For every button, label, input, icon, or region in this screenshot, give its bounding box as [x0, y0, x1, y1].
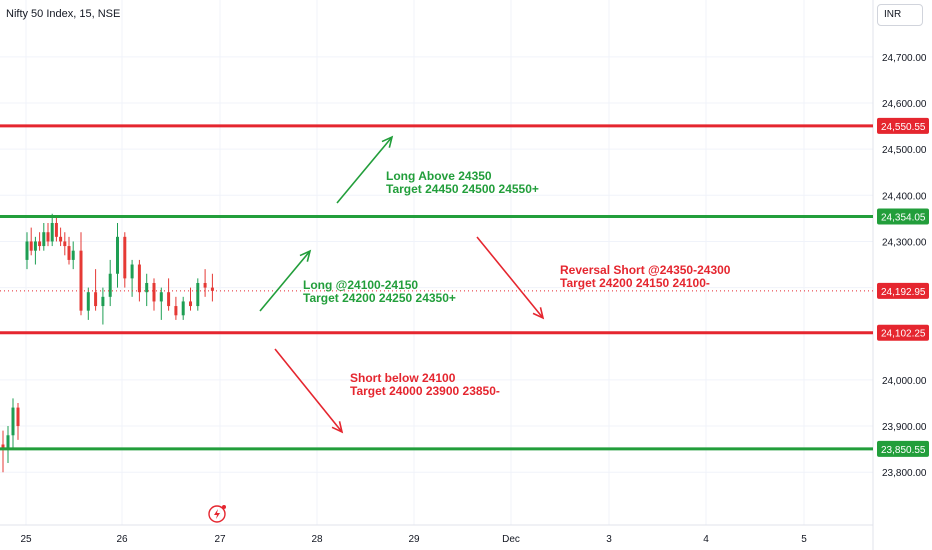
annotation-line1: Short below 24100 — [350, 371, 456, 385]
candle-body — [203, 282, 207, 288]
y-tick-label: 24,600.00 — [882, 99, 927, 110]
y-tick-label: 24,400.00 — [882, 191, 927, 202]
level-price-tag — [877, 117, 929, 134]
annotation-line1: Long Above 24350 — [386, 169, 492, 183]
candle-body — [86, 292, 90, 311]
candle-body — [79, 250, 83, 311]
currency-selector[interactable]: INR — [877, 4, 923, 26]
candle-body — [67, 246, 71, 260]
x-tick-label: 3 — [606, 534, 612, 545]
candle-body — [54, 222, 58, 237]
candle-body — [59, 236, 63, 242]
level-price-label: 24,550.55 — [881, 122, 926, 133]
x-tick-label: Dec — [502, 534, 520, 545]
y-tick-label: 24,300.00 — [882, 237, 927, 248]
x-tick-label: 25 — [20, 534, 32, 545]
candle-body — [63, 241, 67, 247]
candle-body — [50, 222, 54, 242]
candle-body — [123, 236, 127, 279]
y-tick-label: 24,700.00 — [882, 53, 927, 64]
x-tick-label: 28 — [311, 534, 323, 545]
level-price-tag — [877, 440, 929, 457]
annotation-line2: Target 24450 24500 24550+ — [386, 182, 539, 196]
candle-body — [189, 301, 192, 307]
candle-body — [159, 292, 163, 302]
candle-body — [38, 241, 42, 247]
last-price-label: 24,192.95 — [881, 287, 926, 298]
x-tick-label: 5 — [801, 534, 807, 545]
candle-body — [145, 282, 149, 293]
arrows — [259, 135, 545, 434]
candle-body — [181, 301, 185, 316]
symbol-title: Nifty 50 Index, 15, NSE — [6, 8, 121, 20]
level-price-label: 24,102.25 — [881, 329, 926, 340]
candle-body — [152, 282, 156, 302]
level-price-tag — [877, 324, 929, 341]
candle-body — [116, 236, 119, 274]
y-tick-label: 24,500.00 — [882, 145, 927, 156]
arrow-down — [476, 236, 544, 319]
candle-body — [137, 264, 141, 293]
horizontal-levels — [0, 124, 873, 451]
price-axis[interactable]: 24,700.00 24,600.00 24,500.00 24,400.00 24,3… — [877, 53, 929, 479]
candle-body — [42, 232, 46, 247]
candle-body — [196, 282, 200, 307]
arrow-head — [331, 421, 344, 434]
arrow-head — [299, 249, 312, 262]
y-tick-label: 24,000.00 — [882, 376, 927, 387]
candle-body — [6, 435, 10, 450]
level-price-label: 23,850.55 — [881, 445, 926, 456]
y-tick-label: 23,800.00 — [882, 468, 927, 479]
annotation-line1: Reversal Short @24350-24300 — [560, 263, 731, 277]
candle-body — [130, 264, 134, 279]
candle-body — [46, 232, 50, 242]
annotation-line2: Target 24200 24250 24350+ — [303, 291, 456, 305]
annotation-line2: Target 24200 24150 24100- — [560, 276, 710, 290]
candle-body — [94, 292, 98, 307]
annotation-line1: Long @24100-24150 — [303, 278, 418, 292]
arrow-down — [274, 348, 343, 433]
arrow-head — [381, 135, 394, 148]
candle-body — [210, 287, 214, 291]
candle-body — [11, 407, 15, 436]
candle-body — [16, 407, 20, 427]
x-tick-label: 26 — [116, 534, 128, 545]
arrow-up — [336, 136, 393, 204]
x-tick-label: 27 — [214, 534, 226, 545]
candle-body — [25, 241, 29, 260]
annotation-line2: Target 24000 23900 23850- — [350, 384, 500, 398]
candle-body — [29, 241, 33, 251]
candle-body — [71, 250, 75, 260]
candle-body — [174, 306, 178, 316]
level-price-tag — [877, 208, 929, 225]
arrow-up — [259, 250, 311, 312]
time-axis[interactable]: 25 26 27 28 29 Dec 3 4 5 — [20, 534, 807, 545]
candle-body — [33, 241, 37, 251]
x-tick-label: 4 — [703, 534, 709, 545]
y-tick-label: 23,900.00 — [882, 422, 927, 433]
level-price-label: 24,354.05 — [881, 213, 926, 224]
arrow-head — [532, 307, 545, 320]
replay-icon[interactable] — [208, 505, 226, 523]
candles — [1, 213, 214, 473]
candle-body — [1, 444, 5, 450]
x-tick-label: 29 — [408, 534, 420, 545]
candle-body — [167, 292, 171, 307]
candle-body — [101, 296, 105, 307]
candle-body — [108, 273, 112, 297]
last-price-tag — [877, 282, 929, 299]
